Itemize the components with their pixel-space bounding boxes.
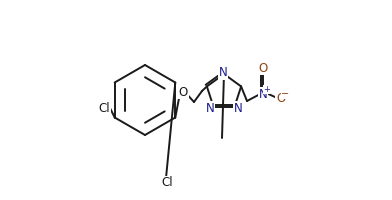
Text: O: O [178,86,188,98]
Text: +: + [263,85,270,94]
Text: −: − [281,89,289,99]
Text: N: N [234,102,243,115]
Text: Cl: Cl [161,176,173,190]
Text: Cl: Cl [98,102,110,116]
Text: O: O [276,92,285,104]
Text: O: O [258,62,268,74]
Text: N: N [259,88,267,100]
Text: N: N [205,102,214,115]
Text: N: N [219,66,227,79]
